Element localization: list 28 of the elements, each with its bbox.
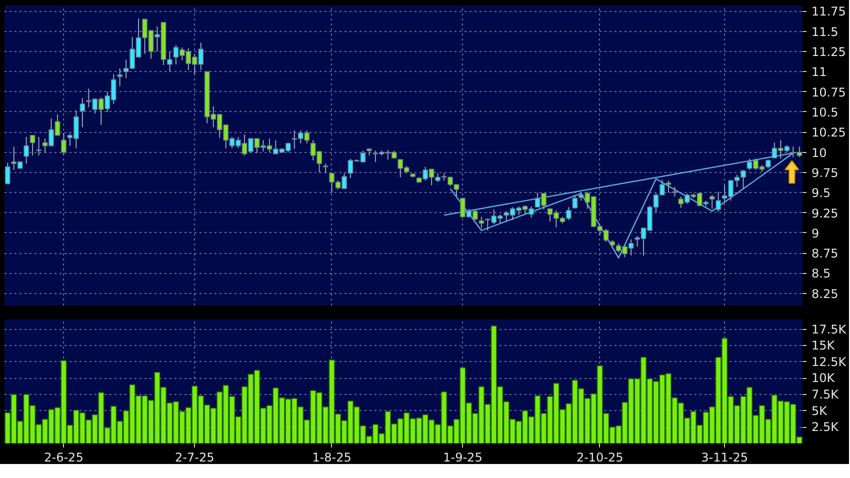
x-tick-label: 2-6-25 [44,450,84,464]
y-tick-label: 11.25 [812,44,846,59]
y-tick-label: 12.5K [812,354,848,369]
x-tick-label: 2-7-25 [175,450,214,464]
y-tick-label: 10.5 [812,105,838,120]
x-tick-label: 3-11-25 [701,450,748,464]
y-tick-label: 8.5 [812,266,831,281]
y-tick-label: 10K [812,371,836,386]
x-tick-label: 1-9-25 [443,450,482,464]
y-tick-label: 9.75 [812,166,838,180]
y-tick-label: 8.25 [812,286,838,301]
y-tick-label: 7.5K [812,388,840,402]
y-tick-label: 17.5K [812,322,848,336]
y-tick-label: 10.25 [812,126,846,140]
y-tick-label: 9 [812,226,820,240]
y-tick-label: 2.5K [812,420,840,434]
y-tick-label: 15K [812,338,836,353]
y-tick-label: 5K [812,404,828,418]
y-tick-label: 9.5 [812,186,831,200]
y-tick-label: 9.25 [812,206,838,220]
y-tick-label: 10 [812,146,827,160]
y-tick-label: 8.75 [812,246,838,261]
x-tick-label: 2-10-25 [576,450,624,464]
y-tick-label: 11 [812,65,827,80]
y-tick-label: 11.5 [812,24,838,39]
y-tick-label: 10.75 [812,85,846,100]
y-tick-label: 11.75 [812,4,846,19]
x-tick-label: 1-8-25 [312,450,352,464]
